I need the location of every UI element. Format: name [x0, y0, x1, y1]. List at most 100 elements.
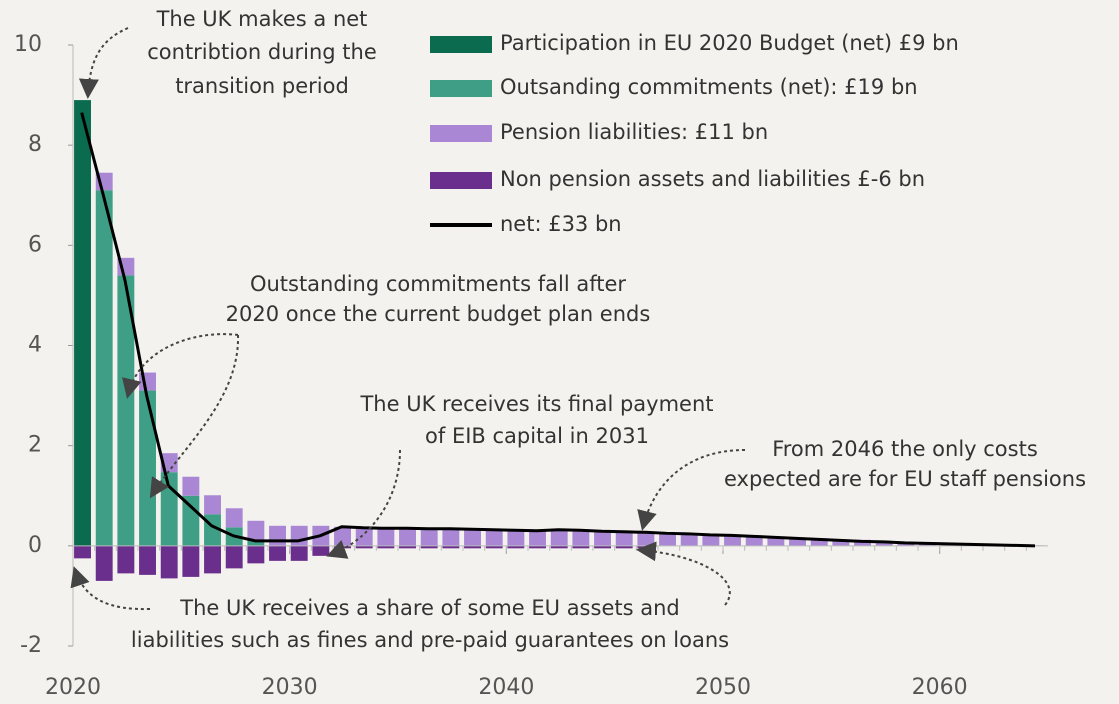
bar: [529, 531, 546, 546]
bar: [355, 527, 373, 546]
bar: [74, 100, 91, 546]
bar: [182, 476, 200, 496]
bar: [290, 545, 308, 561]
y-tick-label: -2: [20, 633, 42, 658]
y-tick-label: 0: [28, 533, 42, 558]
bar: [290, 525, 308, 546]
bar: [550, 545, 568, 549]
bar: [139, 390, 156, 546]
x-tick-label: 2060: [912, 675, 968, 700]
bar: [832, 539, 850, 546]
bar: [399, 528, 416, 546]
bar: [767, 536, 785, 546]
bar: [182, 495, 200, 546]
bar: [789, 537, 806, 546]
legend-swatch: [430, 172, 492, 189]
bar: [442, 529, 460, 546]
bar: [572, 545, 590, 549]
bar: [377, 527, 395, 546]
bar: [74, 545, 91, 559]
annotation: liabilities such as fines and pre-paid g…: [131, 628, 729, 652]
legend-label: Outsanding commitments (net): £19 bn: [500, 75, 918, 99]
y-tick-label: 4: [28, 333, 42, 358]
plot: -2 0 2 4 6 8 10 2020 2030 2040 2050 2060: [14, 32, 1048, 700]
annotation: of EIB capital in 2031: [425, 424, 649, 448]
bar: [507, 530, 525, 546]
y-tick-label: 8: [28, 132, 42, 157]
bar: [572, 531, 590, 546]
bar: [247, 545, 265, 564]
bar: [464, 529, 481, 546]
bar: [355, 545, 373, 549]
bar: [204, 495, 221, 515]
bar: [485, 545, 503, 549]
legend-label: Pension liabilities: £11 bn: [500, 120, 768, 144]
bar: [160, 545, 178, 579]
bar: [312, 545, 330, 556]
bar: [247, 539, 265, 546]
bar: [182, 545, 200, 577]
bar: [485, 530, 503, 546]
bar: [637, 532, 655, 546]
bar: [724, 535, 741, 546]
bar: [117, 275, 135, 546]
bar: [507, 545, 525, 549]
annotation: The UK receives its final payment: [359, 392, 713, 416]
bar: [225, 545, 243, 569]
annotation-arrow: [636, 541, 731, 606]
annotation: Outstanding commitments fall after: [250, 272, 626, 296]
bar: [702, 534, 720, 546]
bar: [680, 533, 698, 546]
legend-label: Participation in EU 2020 Budget (net) £9…: [500, 31, 959, 55]
annotation: 2020 once the current budget plan ends: [226, 302, 651, 326]
bar: [529, 545, 546, 549]
annotation-arrow: [78, 27, 129, 99]
annotation: contribtion during the: [147, 40, 377, 64]
net-line: [80, 112, 1036, 548]
legend-label: Non pension assets and liabilities £-6 b…: [500, 167, 925, 191]
x-tick-label: 2020: [45, 675, 101, 700]
bar: [594, 531, 611, 546]
x-tick-label: 2050: [695, 675, 751, 700]
x-tick-label: 2040: [478, 675, 534, 700]
bar: [420, 528, 438, 546]
annotation-arrow: [637, 449, 746, 531]
bar: [269, 525, 286, 546]
bar: [399, 545, 416, 549]
bar: [139, 545, 156, 575]
legend-swatch: [430, 36, 492, 53]
bar: [377, 545, 395, 549]
bar: [615, 532, 633, 546]
legend-swatch: [430, 80, 492, 97]
annotation: The UK receives a share of some EU asset…: [179, 596, 679, 620]
y-tick-label: 2: [28, 433, 42, 458]
legend-label: net: £33 bn: [500, 212, 622, 236]
bar: [442, 545, 460, 549]
y-tick-label: 6: [28, 232, 42, 257]
annotation: transition period: [175, 74, 349, 98]
y-tick-label: 10: [14, 32, 42, 57]
bar: [810, 538, 828, 546]
bar: [464, 545, 481, 549]
annotation: The UK makes a net: [156, 7, 368, 31]
annotation-arrow: [70, 566, 151, 611]
bar: [615, 545, 633, 549]
bar: [269, 545, 286, 561]
bar: [745, 535, 763, 546]
bar: [117, 545, 135, 574]
bar: [550, 530, 568, 546]
bar: [594, 545, 611, 549]
bar: [95, 190, 113, 546]
annotation: expected are for EU staff pensions: [724, 467, 1086, 491]
bar: [247, 520, 265, 540]
legend-swatch: [430, 125, 492, 142]
annotation-arrow: [122, 333, 239, 399]
annotation: From 2046 the only costs: [772, 437, 1038, 461]
bar: [204, 545, 221, 574]
bar: [95, 545, 113, 581]
bar: [225, 508, 243, 528]
annotation-arrow: [149, 334, 240, 499]
x-tick-label: 2030: [262, 675, 318, 700]
bar: [659, 533, 676, 546]
